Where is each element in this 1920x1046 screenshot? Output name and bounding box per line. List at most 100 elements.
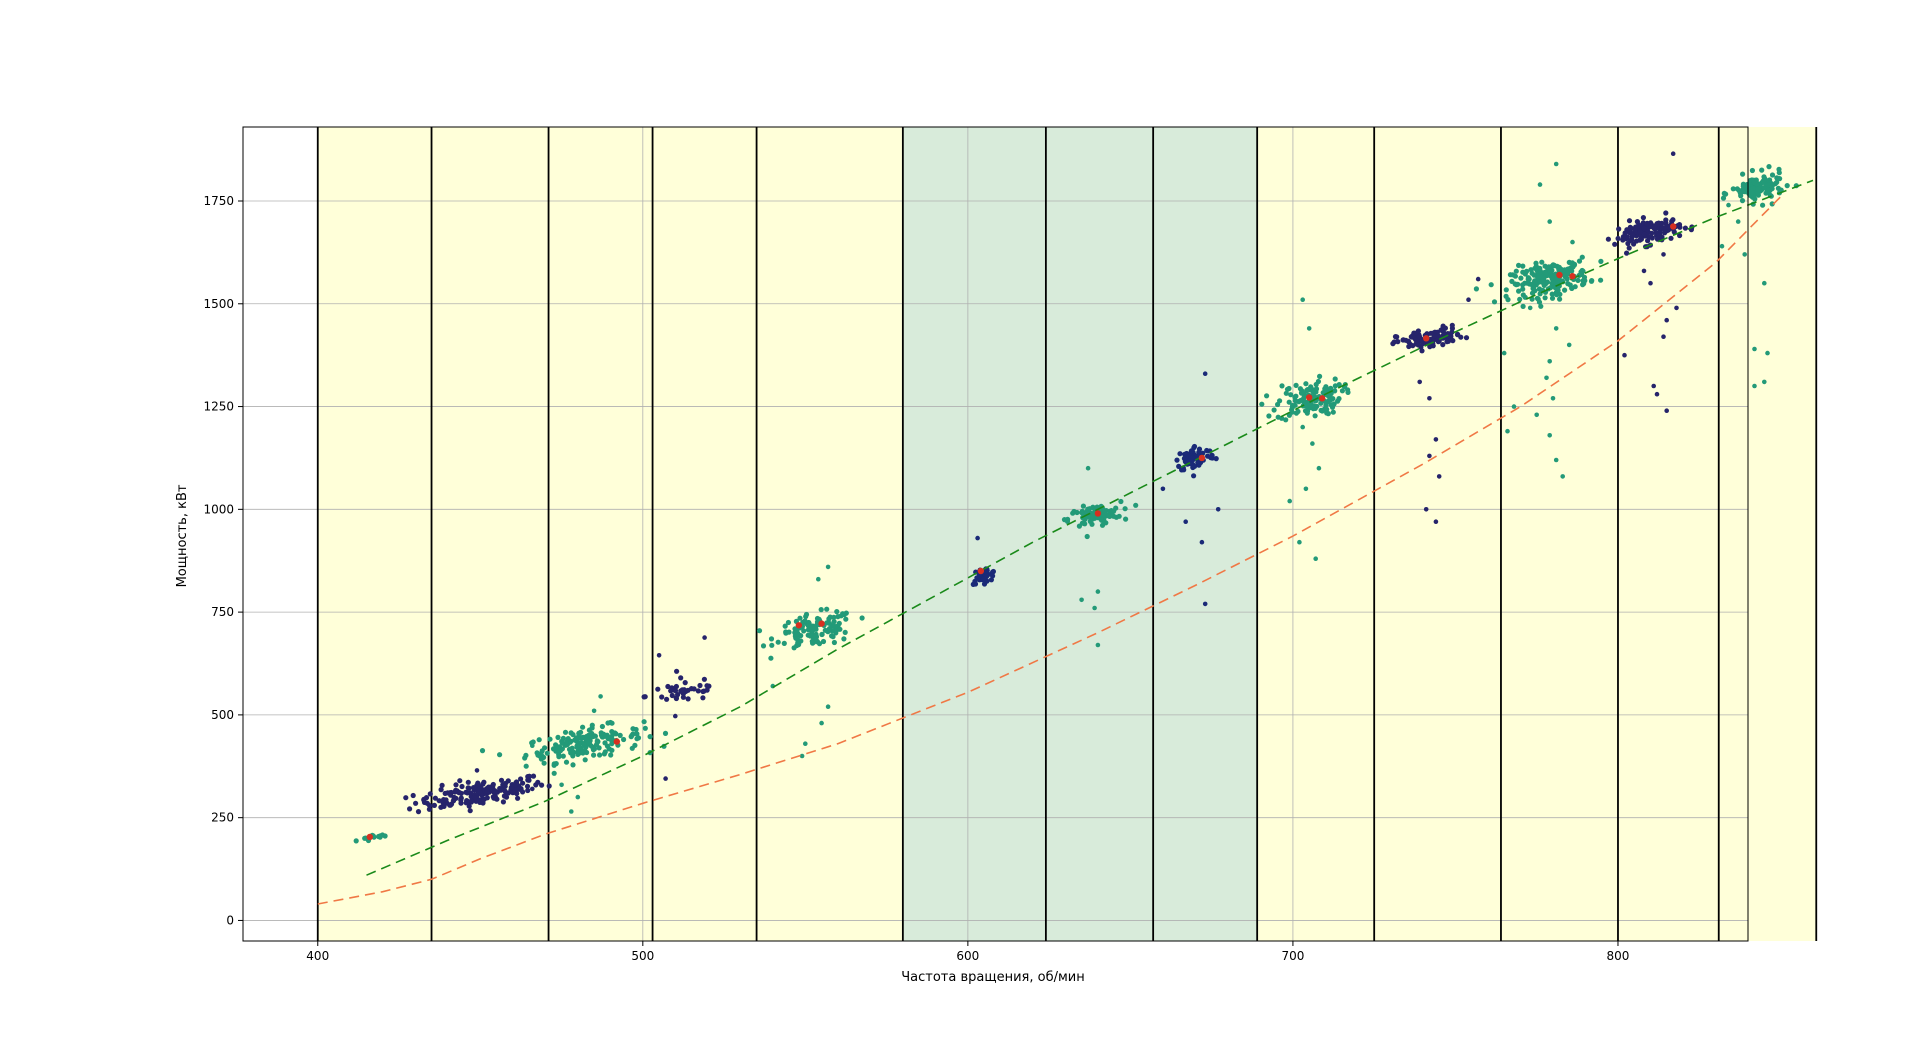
scatter-point xyxy=(803,611,810,618)
scatter-point xyxy=(1516,262,1522,268)
scatter-point xyxy=(700,695,706,701)
scatter-point xyxy=(1079,520,1085,526)
red-marker xyxy=(977,567,985,575)
scatter-point xyxy=(609,747,615,753)
x-tick-label: 800 xyxy=(1607,949,1630,963)
scatter-point xyxy=(465,779,471,785)
red-marker xyxy=(613,738,621,745)
scatter-point xyxy=(1763,190,1769,196)
scatter-point xyxy=(1544,279,1550,285)
y-tick-label: 1250 xyxy=(203,400,234,414)
red-marker xyxy=(1305,394,1313,401)
scatter-point xyxy=(1670,151,1676,156)
scatter-point xyxy=(1118,498,1124,505)
scatter-point xyxy=(1392,334,1399,340)
scatter-point xyxy=(801,628,807,634)
scatter-point xyxy=(497,752,503,758)
scatter-point xyxy=(1774,179,1780,185)
scatter-point xyxy=(1726,202,1731,208)
scatter-point xyxy=(1516,288,1522,294)
scatter-point xyxy=(584,749,590,756)
scatter-point xyxy=(1330,409,1336,415)
scatter-point xyxy=(415,809,422,815)
scatter-point xyxy=(439,782,445,789)
scatter-point xyxy=(603,733,609,739)
scatter-point xyxy=(1537,182,1543,187)
scatter-point xyxy=(1283,417,1289,423)
scatter-point xyxy=(818,607,824,613)
scatter-point xyxy=(530,773,537,779)
scatter-point xyxy=(590,747,597,753)
scatter-point xyxy=(1560,474,1565,479)
scatter-point xyxy=(410,792,416,799)
scatter-point xyxy=(797,615,803,621)
scatter-point xyxy=(1430,340,1436,346)
scatter-point xyxy=(1306,326,1312,331)
scatter-point xyxy=(539,748,545,754)
scatter-point xyxy=(427,791,433,797)
scatter-point xyxy=(1106,512,1112,518)
scatter-point xyxy=(1266,413,1272,419)
scatter-point xyxy=(569,809,574,814)
scatter-point xyxy=(502,788,508,794)
red-marker xyxy=(1422,335,1430,342)
scatter-point xyxy=(674,668,680,674)
scatter-point xyxy=(530,786,535,792)
scatter-point xyxy=(569,749,575,755)
y-tick-label: 250 xyxy=(211,811,234,825)
scatter-point xyxy=(1323,402,1329,408)
scatter-point xyxy=(353,838,359,844)
x-tick-label: 500 xyxy=(631,949,654,963)
band-yellow xyxy=(756,127,903,941)
scatter-point xyxy=(1292,394,1298,400)
scatter-point xyxy=(679,687,685,693)
scatter-point xyxy=(972,578,978,585)
scatter-point xyxy=(1579,254,1585,260)
scatter-point xyxy=(1581,274,1588,280)
scatter-point xyxy=(1092,605,1097,611)
scatter-point xyxy=(655,686,661,692)
scatter-point xyxy=(678,675,684,681)
scatter-point xyxy=(807,633,813,639)
scatter-point xyxy=(1160,486,1166,492)
scatter-point xyxy=(1547,268,1553,274)
scatter-point xyxy=(701,688,707,694)
scatter-point xyxy=(431,802,437,809)
scatter-point xyxy=(819,631,825,638)
scatter-point xyxy=(1767,187,1773,194)
scatter-point xyxy=(799,753,805,759)
scatter-point xyxy=(1286,399,1292,405)
scatter-point xyxy=(1664,408,1669,414)
scatter-point xyxy=(1345,387,1351,393)
scatter-point xyxy=(498,787,504,793)
scatter-point xyxy=(1309,404,1315,410)
scatter-point xyxy=(1313,381,1319,388)
scatter-point xyxy=(1769,201,1775,207)
scatter-point xyxy=(659,694,665,700)
band-yellow xyxy=(652,127,757,941)
y-tick-label: 750 xyxy=(211,605,234,619)
scatter-point xyxy=(702,635,707,640)
scatter-point xyxy=(458,795,464,801)
scatter-point xyxy=(463,789,469,795)
scatter-point xyxy=(1181,467,1187,473)
scatter-point xyxy=(1762,379,1767,385)
scatter-point xyxy=(585,739,591,746)
scatter-point xyxy=(574,744,580,751)
scatter-point xyxy=(1113,505,1119,511)
scatter-point xyxy=(1440,342,1446,348)
scatter-point xyxy=(1520,282,1526,288)
scatter-point xyxy=(1565,281,1571,287)
scatter-point xyxy=(441,803,447,810)
scatter-point xyxy=(1624,250,1630,256)
x-axis: 400 500 600 700 800 xyxy=(306,941,1629,963)
scatter-point xyxy=(1213,456,1219,462)
scatter-point xyxy=(1754,181,1761,187)
scatter-point xyxy=(1654,236,1661,242)
band-yellow xyxy=(1718,127,1817,941)
scatter-point xyxy=(1074,509,1080,516)
scatter-point xyxy=(825,704,831,709)
scatter-point xyxy=(451,796,457,803)
scatter-point xyxy=(1317,373,1323,379)
scatter-point xyxy=(1553,326,1559,331)
